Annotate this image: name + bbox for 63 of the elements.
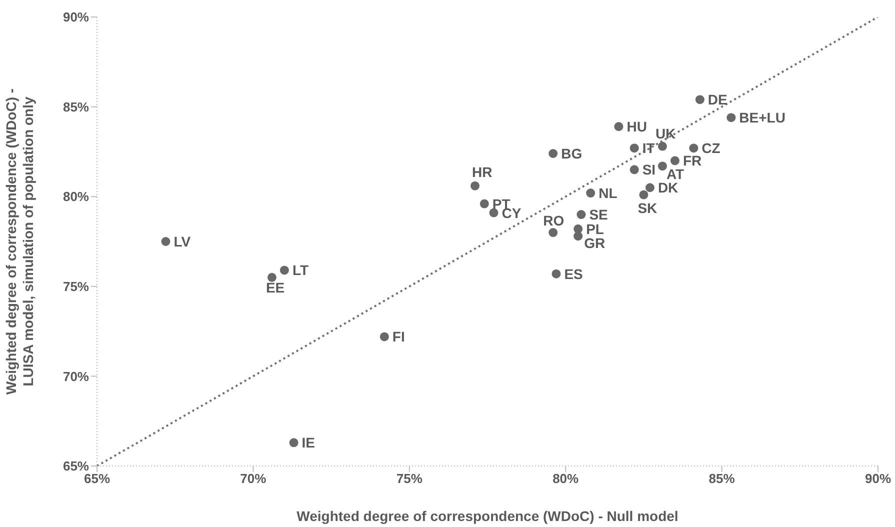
point — [658, 162, 667, 171]
x-tick-label: 70% — [240, 471, 267, 486]
x-tick-label: 80% — [552, 471, 580, 486]
point — [614, 122, 624, 132]
y-axis-title: Weighted degree of correspondence (WDoC) - LUISA model, simulation of population only — [3, 88, 36, 395]
series-label: LT — [292, 262, 309, 278]
point — [658, 142, 667, 151]
series-label: SI — [642, 162, 656, 178]
series-label: FR — [682, 152, 702, 169]
point — [689, 144, 698, 153]
series-label: AT — [666, 166, 685, 182]
x-tick-label: 75% — [396, 471, 423, 486]
point — [574, 232, 583, 241]
point — [280, 266, 289, 275]
series-label: HU — [626, 118, 647, 135]
series-label: DK — [658, 180, 678, 196]
series-label: GR — [584, 235, 606, 252]
point — [470, 181, 480, 190]
point — [670, 156, 680, 166]
point — [630, 144, 639, 153]
point — [480, 199, 489, 208]
y-tick-label: 90% — [62, 10, 90, 25]
point — [267, 272, 276, 282]
point — [576, 210, 586, 220]
series-label: IT — [642, 140, 656, 156]
series-label: BE+LU — [739, 110, 786, 126]
point — [489, 208, 498, 218]
point — [552, 269, 561, 278]
x-tick-label: 65% — [84, 471, 110, 486]
series-label: SE — [589, 206, 608, 223]
series-label: UK — [655, 125, 676, 142]
point — [380, 332, 389, 342]
series-label: RO — [543, 212, 564, 229]
series-label: ES — [564, 266, 583, 282]
series-label: DE — [708, 92, 728, 108]
x-tick-label: 90% — [864, 471, 892, 486]
x-axis-title: Weighted degree of correspondence (WDoC) - Null model — [296, 508, 678, 524]
point — [586, 188, 596, 198]
series-label: CZ — [702, 140, 721, 156]
series-label: EE — [266, 279, 285, 296]
series-label: NL — [598, 185, 618, 202]
point — [645, 183, 654, 192]
point — [548, 228, 558, 238]
y-tick-label: 65% — [62, 458, 90, 474]
series-label: HR — [472, 164, 492, 180]
point — [726, 113, 736, 122]
y-tick-label: 80% — [62, 189, 90, 204]
y-tick-label: 85% — [62, 99, 90, 114]
point — [548, 148, 558, 158]
point — [695, 95, 704, 104]
y-tick-label: 70% — [62, 368, 90, 384]
x-tick-label: 85% — [708, 471, 736, 486]
series-label: BG — [561, 145, 582, 162]
series-label: PL — [586, 220, 604, 237]
point — [289, 438, 298, 448]
point — [630, 165, 639, 174]
series-label: FI — [392, 328, 405, 345]
y-tick-label: 75% — [62, 279, 90, 294]
series-label: LV — [174, 234, 192, 250]
point — [639, 190, 648, 200]
point — [161, 237, 170, 246]
series-label: SK — [638, 200, 658, 216]
series-label: IE — [302, 434, 316, 451]
